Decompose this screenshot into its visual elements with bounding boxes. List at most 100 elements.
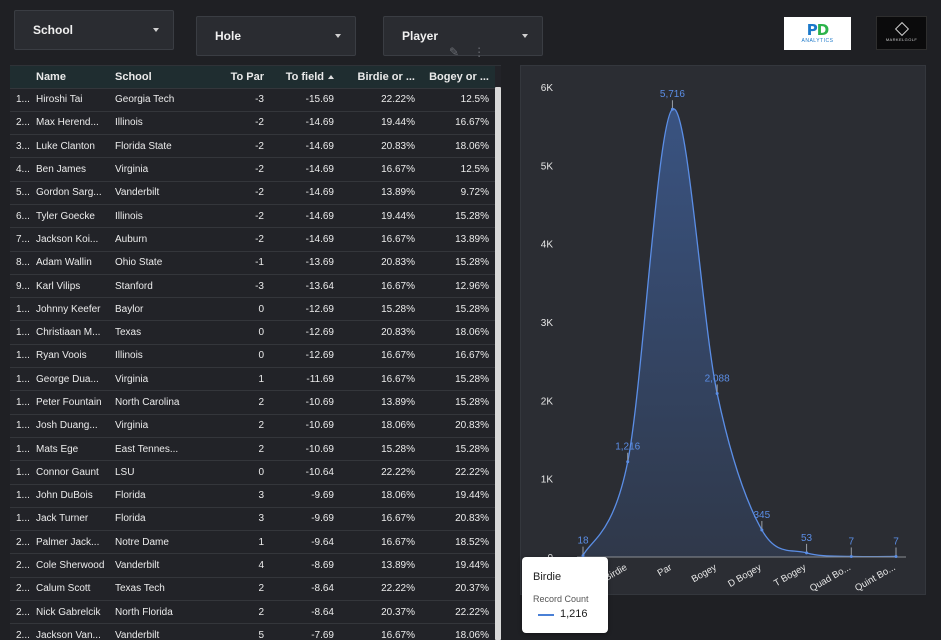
row-index: 1...: [10, 436, 30, 461]
x-category-label: T Bogey: [772, 562, 808, 589]
school-name: LSU: [109, 460, 210, 485]
player-name: Gordon Sarg...: [30, 180, 109, 205]
to-par-value: 0: [210, 320, 270, 345]
school-name: Florida: [109, 483, 210, 508]
school-name: Vanderbilt: [109, 623, 210, 640]
birdie-pct: 13.89%: [340, 553, 421, 578]
row-index: 7...: [10, 227, 30, 252]
bogey-pct: 15.28%: [421, 203, 495, 228]
school-name: Notre Dame: [109, 530, 210, 554]
table-row[interactable]: 2... Max Herend... Illinois -2 -14.69 19.44% 1…: [10, 110, 495, 135]
table-row[interactable]: 9... Karl Vilips Stanford -3 -13.64 16.67% 12.…: [10, 273, 495, 298]
more-options-icon[interactable]: ⋮: [473, 45, 486, 59]
table-row[interactable]: 1... John DuBois Florida 3 -9.69 18.06% 19.44%: [10, 483, 495, 508]
table-row[interactable]: 1... Josh Duang... Virginia 2 -10.69 18.06% 20…: [10, 413, 495, 438]
data-label: 2,088: [705, 373, 730, 384]
player-name: Hiroshi Tai: [30, 87, 109, 112]
table-row[interactable]: 2... Palmer Jack... Notre Dame 1 -9.64 16.67%…: [10, 530, 495, 554]
bogey-pct: 15.28%: [421, 436, 495, 461]
table-row[interactable]: 1... Peter Fountain North Carolina 2 -10.69 1…: [10, 390, 495, 415]
table-row[interactable]: 2... Cole Sherwood Vanderbilt 4 -8.69 13.89% 1…: [10, 553, 495, 578]
table-row[interactable]: 1... Connor Gaunt LSU 0 -10.64 22.22% 22.22%: [10, 460, 495, 485]
birdie-pct: 22.22%: [340, 87, 421, 112]
to-field-value: -14.69: [270, 134, 340, 158]
table-row[interactable]: 6... Tyler Goecke Illinois -2 -14.69 19.44% 15…: [10, 203, 495, 228]
table-row[interactable]: 1... Hiroshi Tai Georgia Tech -3 -15.69 22.22…: [10, 87, 495, 112]
school-name: Illinois: [109, 110, 210, 135]
player-name: Peter Fountain: [30, 390, 109, 415]
school-name: Georgia Tech: [109, 87, 210, 112]
birdie-pct: 16.67%: [340, 343, 421, 368]
tooltip-category: Birdie: [533, 571, 562, 583]
school-name: Texas: [109, 320, 210, 345]
column-header-bogey[interactable]: Bogey or ...: [421, 66, 495, 88]
to-field-value: -14.69: [270, 110, 340, 135]
to-par-value: 2: [210, 436, 270, 461]
birdie-pct: 16.67%: [340, 273, 421, 298]
to-par-value: -2: [210, 157, 270, 182]
bogey-pct: 16.67%: [421, 110, 495, 135]
birdie-pct: 22.22%: [340, 576, 421, 601]
table-row[interactable]: 5... Gordon Sarg... Vanderbilt -2 -14.69 13.8…: [10, 180, 495, 205]
x-category-label: Quad Bo...: [808, 562, 853, 594]
column-header-school[interactable]: School: [109, 66, 210, 88]
table-row[interactable]: 1... Mats Ege East Tennes... 2 -10.69 15.28% 1…: [10, 436, 495, 461]
table-row[interactable]: 1... George Dua... Virginia 1 -11.69 16.67% 15…: [10, 367, 495, 391]
table-row[interactable]: 2... Jackson Van... Vanderbilt 5 -7.69 16.67%…: [10, 623, 495, 640]
row-index: 1...: [10, 367, 30, 391]
column-header-to-field[interactable]: To field: [270, 66, 340, 88]
player-name: Jack Turner: [30, 506, 109, 531]
x-category-label: Par: [656, 562, 674, 579]
table-row[interactable]: 7... Jackson Koi... Auburn -2 -14.69 16.67% 13…: [10, 227, 495, 252]
data-label: 7: [849, 536, 855, 547]
table-row[interactable]: 1... Johnny Keefer Baylor 0 -12.69 15.28% 15.2…: [10, 297, 495, 321]
bogey-pct: 20.37%: [421, 576, 495, 601]
row-index: 6...: [10, 203, 30, 228]
bogey-pct: 16.67%: [421, 343, 495, 368]
to-par-value: 2: [210, 413, 270, 438]
school-filter-label: School: [33, 23, 74, 37]
table-row[interactable]: 1... Ryan Voois Illinois 0 -12.69 16.67% 16.67…: [10, 343, 495, 368]
birdie-pct: 16.67%: [340, 227, 421, 252]
table-row[interactable]: 8... Adam Wallin Ohio State -1 -13.69 20.83% 1…: [10, 250, 495, 275]
birdie-pct: 20.83%: [340, 320, 421, 345]
area-fill: [583, 108, 896, 557]
score-distribution-chart: 01K2K3K4K5K6K18Eagle1,216Birdie5,716Par2…: [541, 83, 906, 594]
column-header-to-par[interactable]: To Par: [210, 66, 270, 88]
to-par-value: 5: [210, 623, 270, 640]
to-par-value: 2: [210, 390, 270, 415]
table-row[interactable]: 4... Ben James Virginia -2 -14.69 16.67% 12.5%: [10, 157, 495, 182]
row-index: 1...: [10, 413, 30, 438]
table-row[interactable]: 3... Luke Clanton Florida State -2 -14.69 20.…: [10, 134, 495, 158]
bogey-pct: 19.44%: [421, 483, 495, 508]
edit-pencil-icon[interactable]: ✎: [449, 45, 460, 59]
data-label: 7: [893, 536, 899, 547]
data-point: [760, 528, 764, 532]
hole-filter-dropdown[interactable]: Hole: [196, 16, 356, 56]
player-filter-dropdown[interactable]: Player: [383, 16, 543, 56]
bogey-pct: 20.83%: [421, 413, 495, 438]
score-distribution-chart-panel: 01K2K3K4K5K6K18Eagle1,216Birdie5,716Par2…: [520, 65, 926, 595]
school-filter-dropdown[interactable]: School: [14, 10, 174, 50]
column-header-birdie[interactable]: Birdie or ...: [340, 66, 421, 88]
bogey-pct: 19.44%: [421, 553, 495, 578]
table-row[interactable]: 2... Calum Scott Texas Tech 2 -8.64 22.22% 20.…: [10, 576, 495, 601]
player-name: Ben James: [30, 157, 109, 182]
to-par-value: -1: [210, 250, 270, 275]
y-tick-label: 3K: [541, 318, 554, 329]
birdie-pct: 16.67%: [340, 623, 421, 640]
column-header-name[interactable]: Name: [30, 66, 109, 88]
table-row[interactable]: 1... Jack Turner Florida 3 -9.69 16.67% 20.83%: [10, 506, 495, 531]
bogey-pct: 15.28%: [421, 390, 495, 415]
player-name: Karl Vilips: [30, 273, 109, 298]
table-scrollbar[interactable]: [495, 87, 501, 640]
x-category-label: D Bogey: [726, 562, 763, 590]
data-point: [626, 460, 630, 464]
table-row[interactable]: 1... Christiaan M... Texas 0 -12.69 20.83% 18.…: [10, 320, 495, 345]
to-field-value: -15.69: [270, 87, 340, 112]
data-label: 18: [577, 536, 589, 547]
data-label: 1,216: [615, 442, 640, 453]
birdie-pct: 16.67%: [340, 367, 421, 391]
data-point: [849, 554, 853, 558]
table-row[interactable]: 2... Nick Gabrelcik North Florida 2 -8.64 20.…: [10, 600, 495, 624]
